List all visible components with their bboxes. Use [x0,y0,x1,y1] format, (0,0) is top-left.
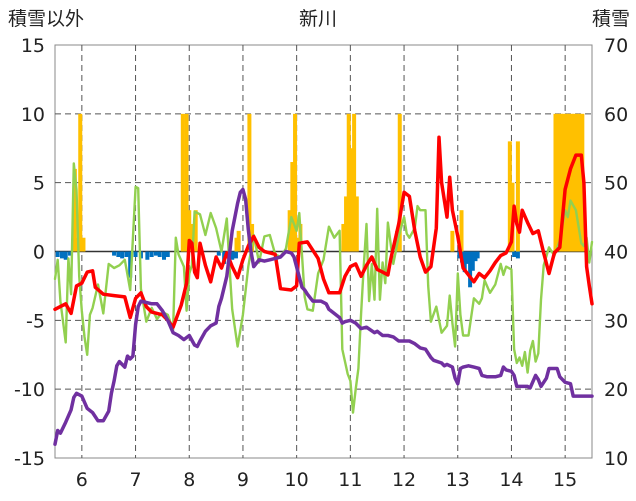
orange-bar [349,148,354,252]
orange-bar [556,113,561,252]
orange-bar [397,113,402,252]
blue-bar [153,251,158,256]
left-axis-label: 積雪以外 [8,8,84,30]
orange-bar [558,113,563,252]
orange-bar [553,113,558,252]
x-tick: 11 [338,469,362,491]
blue-bar [230,251,235,260]
orange-bar [352,113,357,252]
orange-bar [187,210,192,252]
x-tick: 7 [130,469,142,491]
blue-bar [162,251,167,260]
orange-bar [354,196,359,252]
blue-bar [473,251,478,262]
purple-series-line [53,187,594,446]
y-tick-left: 0 [33,242,45,264]
orange-bar [572,113,577,252]
blue-bar [462,251,467,273]
x-tick: 14 [499,469,523,491]
blue-bar [465,251,470,264]
blue-bar [515,251,520,259]
x-tick: 12 [392,469,416,491]
blue-bar [475,251,480,259]
y-tick-left: 5 [33,173,45,195]
blue-bar [112,251,117,256]
orange-bar [561,113,566,252]
blue-bar [512,251,517,258]
right-axis-label: 積雪 [592,8,630,30]
blue-bar [120,251,125,259]
blue-bar [165,251,170,258]
green-series-line [53,162,594,414]
blue-bar [157,251,162,258]
blue-bar [68,251,73,256]
x-tick: 15 [553,469,577,491]
orange-bar [459,210,464,252]
y-tick-left: 15 [21,35,45,57]
x-tick: 8 [183,469,195,491]
orange-bar [290,162,295,252]
y-tick-left: -10 [14,379,45,401]
orange-bar [507,141,512,252]
blue-bar [216,251,221,256]
y-tick-left: -5 [26,310,45,332]
blue-bar [233,251,238,259]
y-tick-right: 30 [604,310,628,332]
orange-bar [72,168,77,252]
orange-bar [81,237,86,252]
x-tick: 9 [237,469,249,491]
orange-bar [341,223,346,252]
blue-bar [145,251,150,260]
orange-bar [247,113,252,252]
blue-bar [470,251,475,271]
orange-bar [515,141,520,252]
y-tick-right: 60 [604,104,628,126]
x-tick: 10 [285,469,309,491]
orange-bar [574,113,579,252]
orange-bar [577,113,582,252]
chart-title: 新川 [299,8,337,30]
series-layer [53,135,594,446]
orange-bar [189,223,194,252]
y-tick-left: -15 [14,448,45,470]
y-tick-right: 50 [604,173,628,195]
blue-bar [63,251,68,260]
orange-bar [344,196,349,252]
orange-bar [78,113,83,252]
orange-bar [184,113,189,252]
orange-bar [566,113,571,252]
blue-bar [55,251,60,258]
blue-bar [468,251,473,288]
blue-bar [116,251,121,258]
orange-bar [569,113,574,252]
orange-bar [193,210,198,252]
blue-bar [149,251,154,258]
blue-bar [124,251,129,258]
orange-bar [293,113,298,252]
blue-bar [133,251,138,258]
y-tick-right: 10 [604,448,628,470]
blue-bar [59,251,64,259]
x-tick: 6 [76,469,88,491]
orange-bar [450,230,455,252]
y-tick-right: 40 [604,242,628,264]
orange-bar [346,113,351,252]
tick-labels: 15 70 10 60 5 50 0 40 -5 30 -10 20 -15 10 6 7 8 9 10 11 12 13… [14,35,628,491]
orange-bar [236,230,241,252]
orange-bar [180,113,185,252]
blue-bar [128,251,133,278]
y-tick-left: 10 [21,104,45,126]
y-tick-right: 70 [604,35,628,57]
x-tick: 13 [446,469,470,491]
y-tick-right: 20 [604,379,628,401]
orange-bar [234,237,239,252]
